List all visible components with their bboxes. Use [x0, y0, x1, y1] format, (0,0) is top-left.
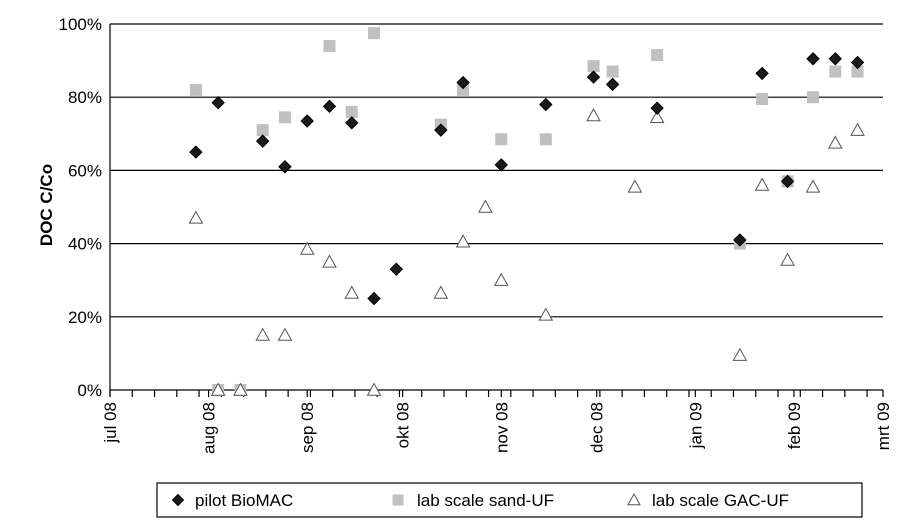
data-point-triangle	[478, 199, 493, 213]
data-point-square	[829, 65, 842, 78]
data-point-diamond	[650, 101, 664, 115]
x-tick-label: feb 09	[785, 402, 804, 449]
data-point-square	[587, 60, 600, 73]
data-point-triangle	[732, 347, 748, 361]
axes	[109, 24, 884, 397]
data-point-triangle	[188, 210, 204, 224]
data-point-diamond	[780, 174, 795, 189]
data-point-triangle	[322, 254, 337, 268]
legend-label: lab scale sand-UF	[417, 491, 554, 510]
data-point-square	[539, 133, 552, 146]
data-point-diamond	[539, 97, 553, 112]
data-point-diamond	[850, 55, 865, 70]
data-point-square	[606, 65, 619, 78]
y-tick-label: 60%	[68, 161, 102, 180]
data-point-triangle	[233, 382, 248, 396]
y-tick-label: 20%	[68, 308, 102, 327]
legend-marker-square	[392, 494, 404, 506]
data-point-triangle	[754, 177, 770, 191]
data-point-square	[189, 83, 202, 96]
x-tick-label: okt 08	[394, 402, 413, 448]
data-point-triangle	[649, 109, 665, 124]
data-point-triangle	[433, 285, 449, 299]
data-point-diamond	[367, 291, 381, 306]
x-tick-label: nov 08	[492, 402, 511, 453]
legend-label: pilot BioMAC	[195, 491, 293, 510]
y-tick-labels: 0% 20% 40% 60% 80% 100%	[59, 15, 102, 400]
data-point-diamond	[322, 99, 337, 114]
data-point-square	[345, 105, 358, 118]
grid-lines	[110, 23, 883, 318]
data-point-triangle	[805, 179, 821, 193]
legend-label: lab scale GAC-UF	[652, 491, 789, 510]
data-point-diamond	[278, 160, 292, 174]
data-point-diamond	[605, 77, 620, 92]
x-tick-label: sep 08	[298, 402, 317, 453]
data-point-diamond	[755, 66, 769, 81]
data-point-diamond	[211, 95, 225, 110]
data-point-triangle	[586, 107, 601, 122]
data-point-triangle	[538, 307, 554, 321]
data-point-triangle	[827, 135, 843, 149]
x-tick-labels: jul 08 aug 08 sep 08 okt 08 nov 08 dec 08 jan …	[101, 402, 893, 454]
data-point-triangle	[627, 179, 643, 193]
data-point-triangle	[366, 382, 382, 396]
data-point-square	[807, 91, 820, 104]
data-point-diamond	[456, 75, 470, 90]
y-tick-label: 80%	[68, 88, 102, 107]
data-point-triangle	[344, 285, 360, 299]
x-tick-label: aug 08	[200, 402, 219, 454]
data-point-square	[651, 49, 664, 62]
y-tick-label: 100%	[59, 15, 102, 34]
data-point-diamond	[255, 134, 270, 148]
data-point-triangle	[850, 122, 865, 136]
data-point-square	[256, 124, 269, 137]
x-tick-label: mrt 09	[874, 402, 893, 450]
data-point-diamond	[300, 114, 314, 128]
legend-marker-triangle	[627, 492, 641, 506]
data-point-square	[323, 39, 336, 52]
data-point-square	[851, 65, 864, 78]
data-point-triangle	[255, 327, 271, 341]
data-point-triangle	[455, 234, 471, 248]
legend-marker-diamond	[171, 493, 185, 507]
data-point-triangle	[277, 327, 293, 341]
data-point-diamond	[828, 52, 842, 66]
y-tick-label: 0%	[77, 381, 102, 400]
data-point-square	[368, 27, 381, 40]
data-point-diamond	[345, 116, 359, 130]
legend: pilot BioMAC lab scale sand-UF lab scale G…	[156, 482, 863, 518]
y-axis-label: DOC C/Co	[37, 164, 56, 246]
x-tick-label: jul 08	[101, 402, 120, 444]
x-tick-label: jan 09	[686, 402, 705, 449]
data-point-diamond	[389, 262, 404, 276]
data-point-diamond	[586, 70, 601, 84]
data-point-triangle	[299, 241, 315, 255]
data-point-square	[457, 83, 470, 96]
legend-box	[156, 482, 863, 518]
data-points	[188, 27, 865, 396]
y-tick-label: 40%	[68, 235, 102, 254]
data-point-square	[278, 111, 291, 124]
data-point-square	[756, 93, 769, 106]
data-point-diamond	[733, 233, 747, 247]
data-point-diamond	[189, 145, 203, 159]
data-point-triangle	[493, 272, 509, 286]
data-point-diamond	[494, 158, 508, 172]
x-tick-label: dec 08	[588, 402, 607, 453]
data-point-triangle	[210, 382, 226, 396]
data-point-square	[495, 133, 508, 146]
data-point-triangle	[780, 252, 795, 266]
data-point-diamond	[806, 52, 820, 66]
data-point-diamond	[434, 123, 448, 137]
